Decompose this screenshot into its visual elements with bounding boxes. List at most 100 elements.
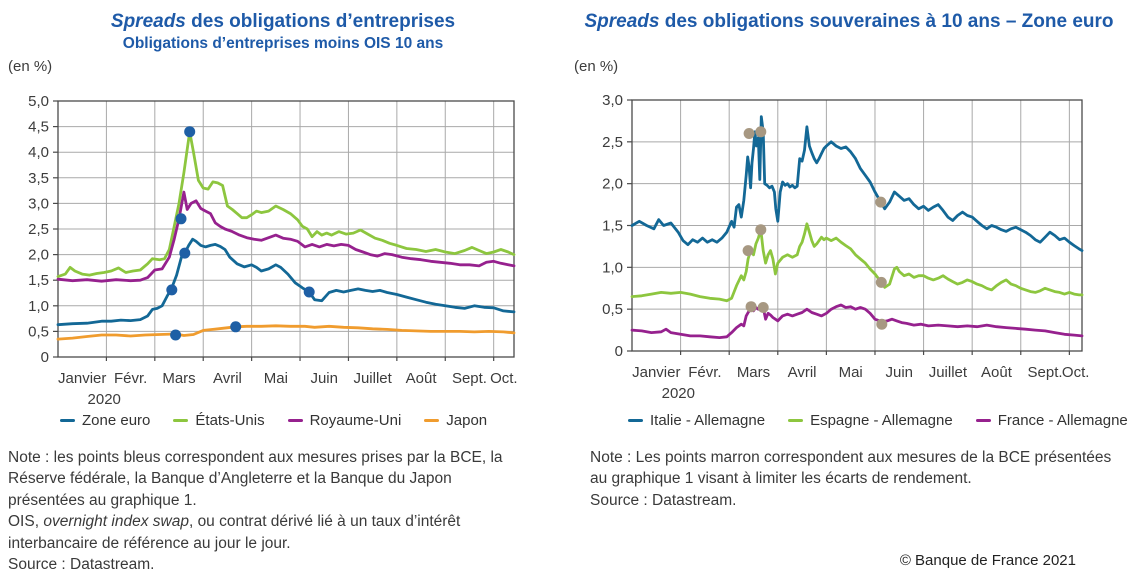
x-tick-label: Avril xyxy=(788,364,817,381)
legend-item-espagne-allemagne: Espagne - Allemagne xyxy=(788,412,953,429)
legend-dash-icon xyxy=(975,418,991,423)
y-tick-label: 3,0 xyxy=(28,195,49,212)
y-tick-label: 5,0 xyxy=(28,93,49,110)
y-tick-label: 2,0 xyxy=(28,247,49,264)
y-tick-label: 2,5 xyxy=(28,221,49,238)
line-plot-right: 3,0 2,5 2,0 1,5 1,0 0,5 0 Janvier Févr. Mars Avril… xyxy=(602,92,1089,402)
series-line-france-allemagne xyxy=(630,303,1084,340)
policy-marker-dot xyxy=(743,128,755,139)
x-tick-label: Août xyxy=(981,364,1013,381)
x-tick-label: Mai xyxy=(264,370,288,387)
policy-marker-dot xyxy=(755,126,767,138)
policy-marker-dot xyxy=(179,247,191,259)
x-tick-label: Juin xyxy=(310,370,338,387)
legend-item-italie-allemagne: Italie - Allemagne xyxy=(628,412,765,429)
x-tick-label: Juin xyxy=(886,364,914,381)
y-tick-label: 4,0 xyxy=(28,144,49,161)
note-left-p1: Note : les points bleus correspondent au… xyxy=(8,449,503,509)
chart-title-right: Spreads des obligations souveraines à 10… xyxy=(566,10,1132,34)
chart-title-right-italic: Spreads xyxy=(584,11,660,32)
y-tick-label: 4,5 xyxy=(28,119,49,136)
legend-label: Japon xyxy=(446,412,488,429)
note-left: Note : les points bleus correspondent au… xyxy=(8,447,530,575)
x-tick-label: Févr. xyxy=(688,364,721,381)
legend-label: Royaume-Uni xyxy=(309,412,402,429)
policy-marker-dot xyxy=(875,276,887,288)
chart-title-left-rest: des obligations d’entreprises xyxy=(185,11,456,32)
y-tick-label: 1,0 xyxy=(28,298,49,315)
note-right-p1: Note : Les points marron correspondent a… xyxy=(590,449,1112,488)
x-tick-label: Mai xyxy=(839,364,863,381)
policy-marker-dot xyxy=(230,321,242,333)
y-tick-label: 2,0 xyxy=(602,176,623,193)
y-tick-label: 0 xyxy=(615,343,623,360)
policy-marker-dot xyxy=(170,329,182,341)
x-tick-label: Août xyxy=(406,370,438,387)
legend-label: Italie - Allemagne xyxy=(650,412,766,429)
y-tick-label: 3,5 xyxy=(28,170,49,187)
x-axis-year-label: 2020 xyxy=(662,385,695,402)
legend-right: Italie - Allemagne Espagne - Allemagne Fra… xyxy=(628,412,1128,429)
policy-marker-dot xyxy=(303,286,315,298)
note-left-p2-italic: overnight index swap xyxy=(43,513,189,531)
copyright: © Banque de France 2021 xyxy=(899,552,1076,569)
policy-marker-dot xyxy=(875,196,887,208)
policy-marker-dot xyxy=(745,301,757,313)
policy-marker-dot xyxy=(175,213,187,225)
corporate-spreads-chart-block: Spreads des obligations d’entreprises Ob… xyxy=(0,10,566,575)
series-line-zone-euro xyxy=(56,237,516,327)
y-axis-unit-label-right: (en %) xyxy=(574,58,619,75)
legend-item--tats-unis: États-Unis xyxy=(173,412,265,429)
x-tick-label: Juillet xyxy=(929,364,968,381)
x-tick-label: Oct. xyxy=(490,370,518,387)
chart-title-left-italic: Spreads xyxy=(110,11,186,32)
y-tick-label: 1,0 xyxy=(602,259,623,276)
chart-subtitle-left: Obligations d’entreprises moins OIS 10 a… xyxy=(122,35,444,52)
x-tick-label: Janvier xyxy=(58,370,106,387)
y-tick-label: 0 xyxy=(41,349,49,366)
legend-item-royaume-uni: Royaume-Uni xyxy=(287,412,402,429)
x-tick-label: Févr. xyxy=(114,370,147,387)
x-tick-label: Mars xyxy=(162,370,195,387)
y-tick-label: 1,5 xyxy=(602,218,623,235)
legend-label: Espagne - Allemagne xyxy=(810,412,953,429)
legend-item-zone-euro: Zone euro xyxy=(60,412,150,429)
y-tick-label: 0,5 xyxy=(602,301,623,318)
x-tick-label: Sept. xyxy=(452,370,487,387)
policy-marker-dot xyxy=(755,224,767,236)
series-line-royaume-uni xyxy=(56,190,516,283)
sovereign-spreads-chart-block: Spreads des obligations souveraines à 10… xyxy=(566,0,1132,582)
chart-title-left: Spreads des obligations d’entreprises xyxy=(0,10,566,34)
legend-dash-icon xyxy=(173,418,189,423)
y-axis-unit-label-left: (en %) xyxy=(8,58,53,75)
legend-dash-icon xyxy=(628,418,643,423)
x-tick-label: Avril xyxy=(213,370,242,387)
series-line--tats-unis xyxy=(56,130,516,279)
policy-marker-dot xyxy=(742,245,754,257)
series-line-espagne-allemagne xyxy=(630,222,1084,303)
series-line-italie-allemagne xyxy=(630,115,1084,253)
x-axis-year-label: 2020 xyxy=(88,391,121,408)
legend-label: France - Allemagne xyxy=(997,412,1128,429)
legend-label: États-Unis xyxy=(195,412,265,429)
x-tick-label: Mars xyxy=(737,364,770,381)
y-tick-label: 1,5 xyxy=(28,272,49,289)
x-tick-label: Janvier xyxy=(632,364,680,381)
series-line-japon xyxy=(56,324,516,341)
legend-left: Zone euro États-Unis Royaume-Uni Japon xyxy=(60,412,487,429)
legend-item-france-allemagne: France - Allemagne xyxy=(975,412,1128,429)
x-tick-label: Juillet xyxy=(353,370,392,387)
legend-item-japon: Japon xyxy=(424,412,487,429)
policy-marker-dot xyxy=(184,126,196,138)
policy-marker-dot xyxy=(876,318,888,330)
legend-dash-icon xyxy=(788,418,804,423)
policy-marker-dot xyxy=(166,284,178,296)
y-tick-label: 3,0 xyxy=(602,92,623,109)
note-left-source: Source : Datastream. xyxy=(8,556,155,574)
chart-title-right-rest: des obligations souveraines à 10 ans – Z… xyxy=(659,11,1114,32)
legend-label: Zone euro xyxy=(82,412,151,429)
legend-dash-icon xyxy=(60,418,75,423)
note-right: Note : Les points marron correspondent a… xyxy=(590,447,1130,511)
y-tick-label: 0,5 xyxy=(28,323,49,340)
